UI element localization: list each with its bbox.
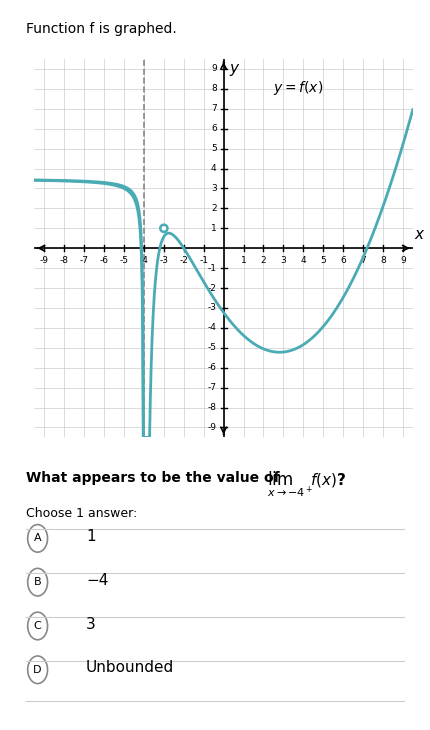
Text: -7: -7	[80, 256, 89, 265]
Text: What appears to be the value of: What appears to be the value of	[26, 471, 280, 485]
Circle shape	[28, 525, 48, 552]
Text: A: A	[34, 534, 41, 543]
Text: $f(x)$?: $f(x)$?	[310, 471, 346, 489]
Text: 7: 7	[211, 104, 217, 113]
Text: 2: 2	[211, 204, 217, 213]
Text: -8: -8	[60, 256, 69, 265]
Text: y: y	[230, 61, 239, 76]
Text: 5: 5	[211, 144, 217, 153]
Text: -4: -4	[139, 256, 148, 265]
Text: -3: -3	[160, 256, 169, 265]
Text: -2: -2	[208, 283, 217, 293]
Text: -2: -2	[179, 256, 188, 265]
Text: 4: 4	[301, 256, 306, 265]
Text: -6: -6	[208, 364, 217, 372]
Text: $x{\to}{-4^+}$: $x{\to}{-4^+}$	[267, 485, 313, 500]
Text: D: D	[34, 665, 42, 675]
Text: $y = f(x)$: $y = f(x)$	[273, 79, 324, 97]
Text: C: C	[34, 621, 42, 631]
Text: -1: -1	[199, 256, 208, 265]
Text: -7: -7	[208, 383, 217, 392]
Text: 8: 8	[211, 85, 217, 93]
Text: 3: 3	[280, 256, 286, 265]
Text: 1: 1	[86, 529, 95, 544]
Text: 6: 6	[340, 256, 346, 265]
Text: −4: −4	[86, 573, 108, 588]
Text: Function f is graphed.: Function f is graphed.	[26, 22, 177, 36]
Text: 1: 1	[211, 224, 217, 233]
Text: Choose 1 answer:: Choose 1 answer:	[26, 507, 137, 520]
Text: 2: 2	[261, 256, 266, 265]
Text: -8: -8	[208, 403, 217, 412]
Text: -5: -5	[208, 343, 217, 353]
Text: -5: -5	[120, 256, 129, 265]
Text: -4: -4	[208, 323, 217, 332]
Text: 8: 8	[380, 256, 386, 265]
Text: -9: -9	[40, 256, 49, 265]
Text: 4: 4	[211, 164, 217, 173]
Text: B: B	[34, 577, 41, 587]
Circle shape	[28, 612, 48, 639]
Text: $\lim$: $\lim$	[267, 471, 293, 489]
Text: 7: 7	[360, 256, 366, 265]
Text: -3: -3	[208, 304, 217, 312]
Circle shape	[160, 225, 167, 232]
Text: -1: -1	[208, 264, 217, 272]
Text: 6: 6	[211, 124, 217, 133]
Text: Unbounded: Unbounded	[86, 661, 174, 675]
Text: -9: -9	[208, 423, 217, 432]
Text: 9: 9	[211, 64, 217, 74]
Text: 3: 3	[211, 184, 217, 193]
Text: 1: 1	[241, 256, 246, 265]
Circle shape	[28, 569, 48, 596]
Text: 5: 5	[320, 256, 326, 265]
Circle shape	[28, 656, 48, 683]
Text: 3: 3	[86, 617, 96, 631]
Text: -6: -6	[100, 256, 109, 265]
Text: x: x	[415, 227, 424, 242]
Text: 9: 9	[400, 256, 406, 265]
